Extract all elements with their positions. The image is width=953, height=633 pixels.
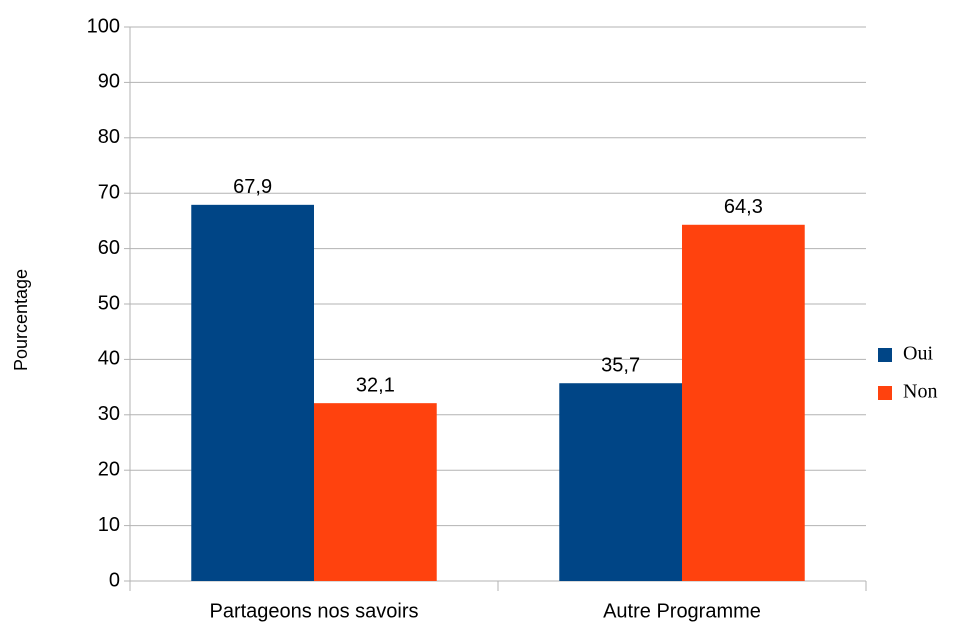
y-tick-label: 50 bbox=[98, 292, 120, 314]
y-tick-label: 70 bbox=[98, 181, 120, 203]
y-tick-label: 10 bbox=[98, 514, 120, 536]
data-label: 64,3 bbox=[724, 196, 763, 218]
y-tick-label: 0 bbox=[109, 569, 120, 591]
legend-swatch bbox=[878, 348, 892, 362]
bar bbox=[314, 403, 437, 581]
y-tick-label: 80 bbox=[98, 126, 120, 148]
y-tick-label: 40 bbox=[98, 348, 120, 370]
y-tick-label: 60 bbox=[98, 237, 120, 259]
legend-swatch bbox=[878, 386, 892, 400]
data-label: 67,9 bbox=[233, 176, 272, 198]
x-tick-label: Partageons nos savoirs bbox=[209, 600, 418, 622]
bar bbox=[191, 204, 314, 582]
y-axis-label: Pourcentage bbox=[11, 269, 31, 371]
data-label: 35,7 bbox=[601, 355, 640, 377]
bar bbox=[559, 383, 682, 581]
data-label: 32,1 bbox=[356, 374, 395, 396]
y-tick-label: 20 bbox=[98, 458, 120, 480]
y-tick-label: 30 bbox=[98, 403, 120, 425]
y-tick-label: 100 bbox=[87, 15, 120, 37]
bar bbox=[682, 224, 805, 581]
x-tick-label: Autre Programme bbox=[603, 600, 761, 622]
legend-label: Non bbox=[903, 381, 937, 403]
y-tick-label: 90 bbox=[98, 71, 120, 93]
legend-label: Oui bbox=[903, 343, 933, 365]
